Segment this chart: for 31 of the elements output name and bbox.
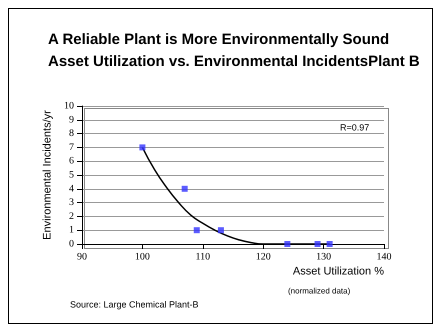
- point: [182, 186, 188, 192]
- y-axis-title: Environmental Incidents/yr: [42, 110, 54, 240]
- x-tick-label: 110: [195, 252, 210, 262]
- y-tick-label: 2: [69, 210, 74, 222]
- x-tick-label: 120: [256, 252, 271, 262]
- text: (normalized data): [288, 286, 351, 296]
- x-tick-label: 90: [77, 252, 87, 262]
- chart-subtitle: Asset Utilization vs. Environmental IncidentsPlant B: [48, 53, 420, 70]
- y-tick-label: 8: [69, 128, 74, 140]
- x-tick-label: 100: [134, 252, 150, 262]
- y-tick-label: 4: [69, 183, 74, 194]
- x-tick-label: 130: [316, 252, 332, 262]
- annotation: R=0.97: [340, 122, 370, 132]
- source-note: Source: Large Chemical Plant-B: [70, 300, 199, 310]
- chart-title: A Reliable Plant is More Environmentally Sound: [48, 31, 390, 48]
- point: [314, 241, 321, 247]
- x-axis-title: Asset Utilization %: [292, 266, 384, 278]
- x-tick-label: 140: [376, 252, 392, 262]
- y-tick-label: 1: [69, 224, 74, 236]
- y-tick-label: 7: [69, 142, 74, 153]
- point: [326, 241, 333, 247]
- y-tick-label: 10: [64, 100, 74, 112]
- y-tick-label: 9: [69, 114, 74, 126]
- y-tick-label: 6: [69, 156, 74, 167]
- y-tick-label: 0: [69, 238, 74, 250]
- point: [194, 227, 200, 234]
- point: [218, 227, 224, 234]
- point: [139, 144, 146, 150]
- y-tick-label: 5: [69, 170, 74, 180]
- point: [284, 241, 290, 247]
- y-tick-label: 3: [69, 197, 74, 208]
